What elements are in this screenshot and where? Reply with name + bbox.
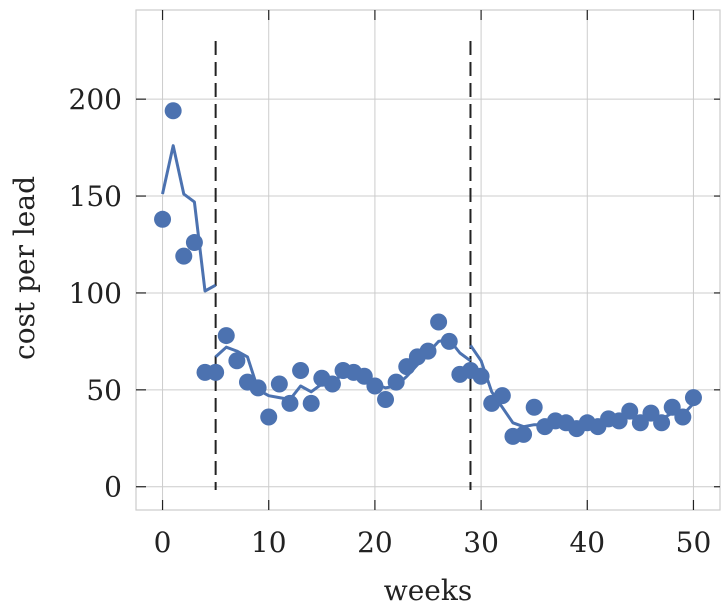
x-axis-title: weeks — [384, 574, 472, 607]
fitted-line-segment — [161, 144, 217, 293]
data-point — [430, 313, 448, 331]
plot-frame — [135, 9, 721, 511]
y-axis-title: cost per lead — [8, 176, 41, 360]
data-point — [525, 398, 543, 416]
y-tick-label: 50 — [86, 374, 122, 407]
data-point — [493, 387, 511, 405]
vertical-markers — [214, 41, 472, 490]
y-tick-label: 0 — [104, 471, 122, 504]
data-point — [472, 367, 490, 385]
data-point — [621, 402, 639, 420]
x-tick-label: 50 — [676, 526, 712, 559]
data-point — [207, 363, 225, 381]
data-point — [515, 425, 533, 443]
y-tick-label: 100 — [69, 277, 122, 310]
data-point — [154, 210, 172, 228]
data-point — [440, 332, 458, 350]
data-point — [164, 102, 182, 120]
data-point — [653, 414, 671, 432]
y-tick-label: 200 — [69, 83, 122, 116]
data-point — [323, 375, 341, 393]
data-point — [302, 394, 320, 412]
data-point — [366, 377, 384, 395]
x-tick-label: 30 — [463, 526, 499, 559]
data-point — [674, 408, 692, 426]
data-point — [387, 373, 405, 391]
data-point — [249, 379, 267, 397]
data-point — [185, 234, 203, 252]
axis-ticks — [136, 10, 720, 510]
data-point — [217, 327, 235, 345]
x-tick-label: 40 — [569, 526, 605, 559]
data-point — [175, 247, 193, 265]
data-point — [228, 352, 246, 370]
grid — [136, 10, 720, 510]
x-tick-label: 0 — [154, 526, 172, 559]
data-points — [154, 102, 702, 445]
data-point — [260, 408, 278, 426]
x-tick-label: 20 — [357, 526, 393, 559]
data-point — [270, 375, 288, 393]
data-point — [292, 361, 310, 379]
y-tick-label: 150 — [69, 180, 122, 213]
data-point — [281, 394, 299, 412]
tick-labels: 0 10 20 30 40 50 0 50 100 150 200 — [69, 83, 712, 559]
data-point — [419, 342, 437, 360]
data-point — [684, 389, 702, 407]
x-tick-label: 10 — [251, 526, 287, 559]
data-point — [377, 391, 395, 409]
